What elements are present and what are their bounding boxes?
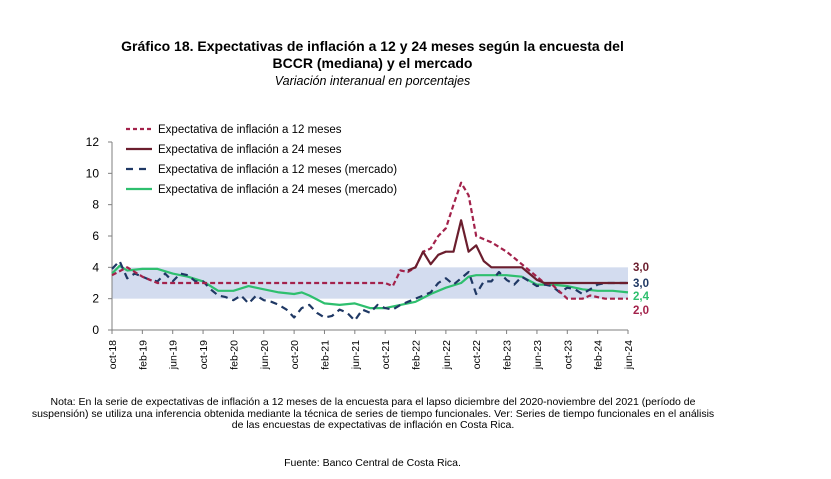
x-tick-label: jun-22 bbox=[441, 340, 453, 370]
chart-title-line-1: Gráfico 18. Expectativas de inflación a … bbox=[121, 38, 624, 54]
x-tick-label: jun-21 bbox=[350, 340, 362, 370]
x-tick-label: feb-21 bbox=[319, 340, 331, 370]
series-line-m24 bbox=[111, 264, 629, 310]
x-tick-label: feb-24 bbox=[593, 340, 605, 370]
x-tick-label: oct-22 bbox=[471, 340, 483, 369]
y-tick-label: 0 bbox=[92, 323, 99, 337]
x-tick-label: feb-20 bbox=[228, 340, 240, 370]
legend-label-s12: Expectativa de inflación a 12 meses bbox=[158, 124, 342, 136]
chart-title-line-2: BCCR (mediana) y el mercado bbox=[272, 55, 473, 71]
x-tick-label: jun-24 bbox=[623, 340, 635, 370]
chart-source: Fuente: Banco Central de Costa Rica. bbox=[284, 457, 461, 469]
x-tick-label: feb-22 bbox=[411, 340, 423, 370]
chart-subtitle: Variación interanual en porcentajes bbox=[274, 74, 471, 88]
x-tick-label: jun-19 bbox=[168, 340, 180, 370]
x-tick-label: jun-23 bbox=[532, 340, 544, 370]
x-tick-label: oct-20 bbox=[289, 340, 301, 369]
y-tick-label: 6 bbox=[92, 229, 99, 243]
series-line-s24 bbox=[407, 219, 628, 285]
final-value-label-s24: 3,0 bbox=[633, 262, 649, 274]
y-tick-label: 12 bbox=[86, 135, 100, 149]
chart-note: Nota: En la serie de expectativas de inf… bbox=[31, 396, 715, 432]
x-tick-label: oct-19 bbox=[198, 340, 210, 369]
x-tick-label: feb-23 bbox=[502, 340, 514, 370]
y-tick-label: 2 bbox=[92, 292, 99, 306]
y-tick-label: 10 bbox=[86, 166, 100, 180]
x-tick-label: feb-19 bbox=[137, 340, 149, 370]
final-value-label-m24: 2,4 bbox=[633, 291, 650, 303]
y-tick-label: 8 bbox=[92, 198, 99, 212]
x-tick-label: jun-20 bbox=[259, 340, 271, 370]
y-tick-label: 4 bbox=[92, 260, 99, 274]
x-tick-label: oct-18 bbox=[107, 340, 119, 369]
inflation-expectations-chart: 0 2 4 6 8 10 12 oct-18 feb-19 jun-19 oct-19 feb-20 j… bbox=[86, 124, 650, 370]
x-tick-label: oct-23 bbox=[562, 340, 574, 369]
final-value-label-m12: 3,0 bbox=[633, 278, 649, 290]
legend-label-s24: Expectativa de inflación a 24 meses bbox=[158, 144, 342, 156]
x-tick-label: oct-21 bbox=[380, 340, 392, 369]
legend-label-m12: Expectativa de inflación a 12 meses (mer… bbox=[158, 164, 397, 176]
legend-label-m24: Expectativa de inflación a 24 meses (mer… bbox=[158, 184, 397, 196]
final-value-label-s12: 2,0 bbox=[633, 305, 649, 317]
